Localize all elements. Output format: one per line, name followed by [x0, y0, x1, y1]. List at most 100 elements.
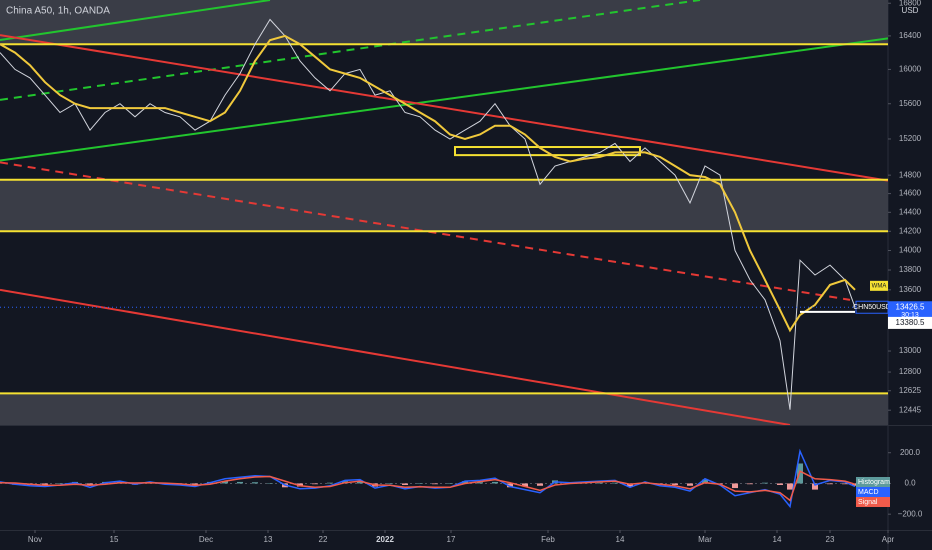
x-tick-label: 14	[773, 535, 782, 544]
zone	[0, 0, 888, 45]
series-name: CHN50USD	[853, 304, 891, 311]
wma-label: WMA	[872, 283, 887, 289]
histogram-bar	[672, 483, 678, 485]
y-tick-label: 16400	[899, 31, 922, 40]
macd-line	[0, 470, 856, 502]
histogram-bar	[312, 483, 318, 485]
y-axis-label: USD	[902, 6, 919, 15]
y-tick-label: 16000	[899, 65, 922, 74]
trendline	[0, 0, 271, 42]
histogram-bar	[357, 481, 363, 484]
x-tick-label: Nov	[28, 535, 42, 544]
legend-box	[856, 497, 890, 507]
chart-title: China A50, 1h, OANDA	[6, 6, 110, 17]
histogram-bar	[327, 482, 333, 484]
histogram-bar	[462, 481, 468, 484]
legend-label: Signal	[858, 499, 878, 506]
histogram-bar	[747, 483, 753, 485]
macd-y-tick-label: 200.0	[900, 448, 921, 457]
histogram-bar	[522, 483, 528, 487]
histogram-bar	[42, 483, 48, 485]
level-label: 13380.5	[896, 318, 925, 327]
y-tick-label: 12445	[899, 405, 922, 414]
y-tick-label: 14000	[899, 246, 922, 255]
histogram-bar	[57, 483, 63, 484]
x-tick-label: Apr	[882, 535, 895, 544]
wma-box	[870, 280, 888, 291]
x-tick-label: 15	[110, 535, 119, 544]
histogram-bar	[507, 483, 513, 488]
histogram-bar	[597, 482, 603, 484]
histogram-bar	[687, 483, 693, 486]
price-box	[888, 301, 932, 321]
price-label: 13426.5	[896, 302, 925, 311]
legend-box	[856, 477, 890, 487]
x-tick-label: 2022	[376, 535, 394, 544]
histogram-bar	[702, 479, 708, 484]
histogram-bar	[252, 482, 258, 484]
histogram-bar	[612, 482, 618, 484]
y-tick-label: 13000	[899, 346, 922, 355]
histogram-bar	[297, 483, 303, 487]
legend-box	[856, 487, 890, 497]
wma-line	[0, 34, 856, 333]
trendline	[0, 161, 851, 301]
histogram-bar	[732, 483, 738, 489]
y-tick-label: 13800	[899, 265, 922, 274]
range-box	[454, 146, 641, 157]
overlay: 16800 16400 16000 15600 15200 14800 14600 14400…	[28, 0, 932, 544]
x-tick-label: Mar	[698, 535, 712, 544]
histogram-bar	[842, 483, 848, 485]
histogram-bar	[627, 483, 633, 487]
zone	[0, 179, 888, 232]
level-box	[888, 316, 932, 329]
trendline	[0, 34, 888, 182]
histogram-bar	[787, 483, 793, 490]
trendline	[0, 37, 888, 162]
histogram-bar	[417, 483, 423, 484]
histogram-bar	[827, 483, 833, 485]
trendline	[0, 288, 791, 425]
y-tick-label: 13600	[899, 285, 922, 294]
main-pane	[0, 0, 888, 425]
legend-label: MACD	[858, 489, 879, 496]
y-tick-label: 14800	[899, 170, 922, 179]
histogram-bar	[267, 483, 273, 484]
y-tick-label: 15200	[899, 134, 922, 143]
histogram-bar	[192, 483, 198, 485]
histogram-bar	[777, 483, 783, 485]
histogram-bar	[222, 481, 228, 484]
histogram-bar	[762, 482, 768, 484]
macd-y-tick-label: 0.0	[904, 479, 916, 488]
histogram-bar	[492, 481, 498, 484]
legend-label: Histogram	[858, 479, 890, 486]
x-tick-label: 22	[319, 535, 328, 544]
histogram-bar	[432, 483, 438, 485]
y-tick-label: 12625	[899, 386, 922, 395]
y-tick-label: 16800	[899, 0, 922, 7]
x-tick-label: 23	[826, 535, 835, 544]
histogram-bar	[447, 483, 453, 484]
x-tick-label: Feb	[541, 535, 555, 544]
x-tick-label: Dec	[199, 535, 213, 544]
x-tick-label: 13	[264, 535, 273, 544]
macd-y-tick-label: −200.0	[898, 509, 923, 518]
y-tick-label: 15600	[899, 99, 922, 108]
countdown: 30:13	[901, 312, 919, 319]
trendline	[0, 0, 701, 101]
histogram-bar	[537, 483, 543, 486]
histogram-bar	[852, 483, 858, 486]
x-tick-label: 14	[616, 535, 625, 544]
y-tick-label: 14600	[899, 189, 922, 198]
histogram-bar	[477, 482, 483, 484]
histogram-bar	[387, 483, 393, 484]
histogram-bar	[402, 483, 408, 485]
histogram-bar	[237, 481, 243, 484]
y-tick-label: 14200	[899, 226, 922, 235]
x-tick-label: 17	[447, 535, 456, 544]
macd-pane	[0, 448, 888, 509]
y-tick-label: 12800	[899, 367, 922, 376]
histogram-bar	[812, 483, 818, 490]
